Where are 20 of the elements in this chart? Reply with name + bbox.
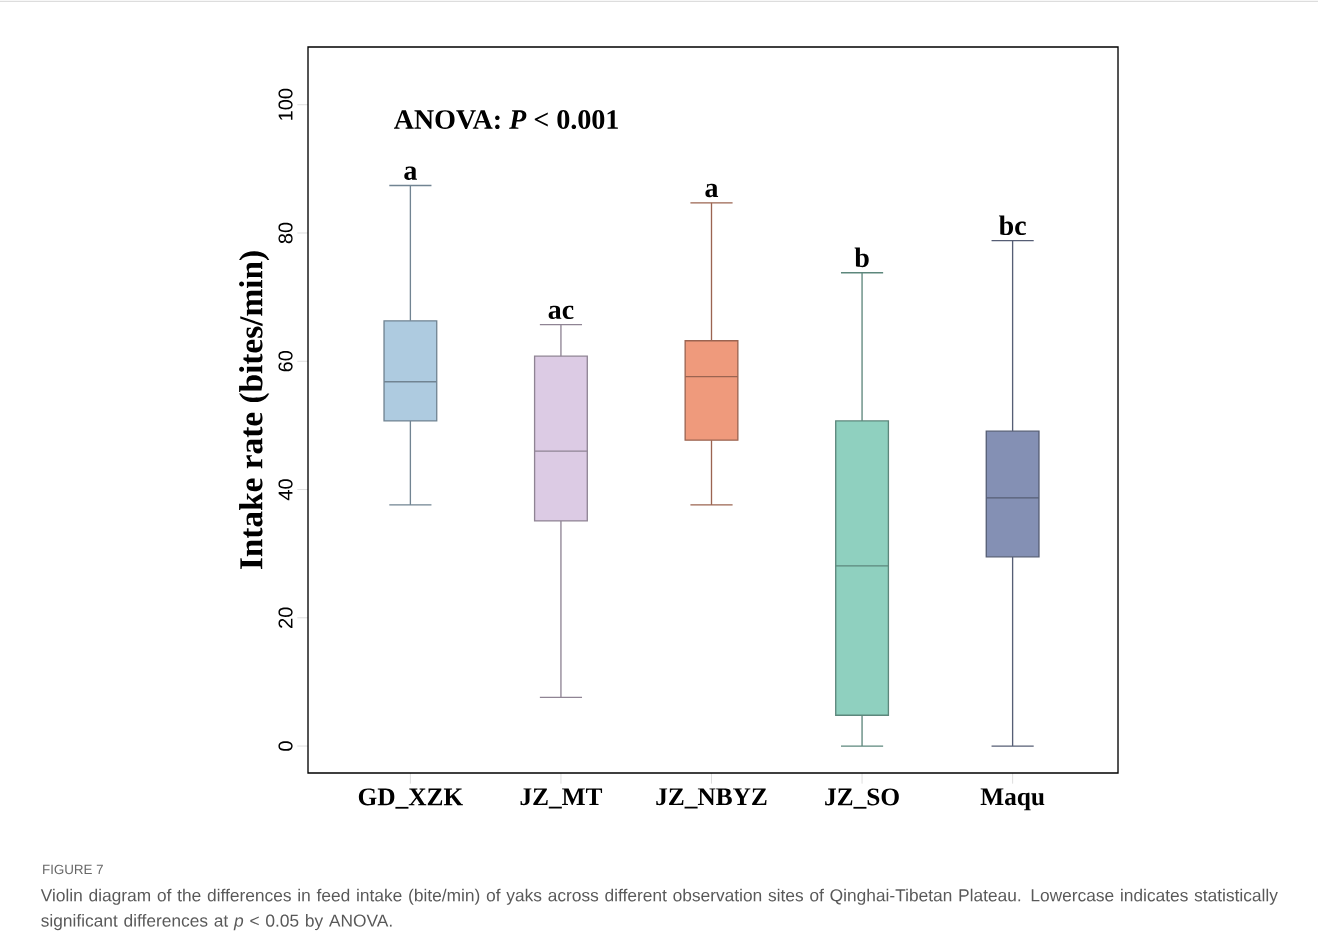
y-tick-label: 80 [278, 222, 293, 244]
y-tick-label: 20 [278, 607, 293, 628]
y-tick-label: 40 [278, 479, 293, 501]
y-tick-label: 0 [278, 741, 293, 751]
y-tick-label: 60 [278, 350, 293, 372]
y-tick-label: 100 [278, 88, 293, 120]
x-tick-label: JZ_SO [825, 788, 899, 809]
annotation: ANOVA: P < 0.001 [393, 110, 618, 130]
text: Violin diagram of the differences in feed intake (bite/min) of yaks across different observation sites of Qinghai-Tibetan Plateau. Lowercase indicates statistically significant differences at p < 0.05 by ANOVA. [40, 888, 1278, 931]
x-tick-label: JZ_MT [520, 788, 603, 809]
annotation: a [404, 166, 417, 180]
x-tick-label: GD_XZK [358, 788, 463, 809]
annotation: bc [998, 215, 1026, 236]
y-axis-title: Intake rate (bites/min) [239, 251, 270, 570]
annotation: ac [548, 305, 574, 320]
caption: FIGURE 7 [43, 864, 103, 875]
annotation: a [705, 183, 719, 198]
annotation: b [854, 247, 869, 268]
x-tick-label: Maqu [980, 788, 1045, 811]
x-tick-label: JZ_NBYZ [656, 788, 767, 809]
